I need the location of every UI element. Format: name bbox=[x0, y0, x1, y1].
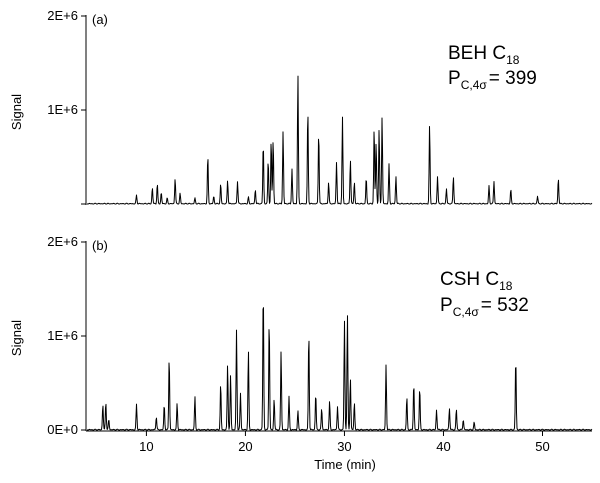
panel-b-xtick-label: 20 bbox=[238, 439, 252, 454]
panel-a-ytick-label: 2E+6 bbox=[47, 8, 78, 23]
column-name: BEH C bbox=[448, 43, 506, 64]
panel-b-ytick-label: 1E+6 bbox=[47, 328, 78, 343]
svg-text:BEH C18: BEH C18 bbox=[448, 43, 520, 67]
peak-capacity-symbol: P bbox=[448, 68, 461, 89]
svg-text:PC,4σ= 399: PC,4σ = 399 bbox=[448, 68, 537, 92]
panel-b-label: (b) bbox=[92, 238, 108, 253]
panel-b-y-axis-label: Signal bbox=[9, 320, 24, 356]
panel-a-label: (a) bbox=[92, 12, 108, 27]
svg-text:CSH C18: CSH C18 bbox=[440, 269, 513, 293]
column-name-subscript: 18 bbox=[506, 53, 520, 67]
panel-b-ytick-label: 0E+0 bbox=[47, 422, 78, 437]
panel-b-xtick-label: 30 bbox=[337, 439, 351, 454]
panel-a-annotation: BEH C18 PC,4σ = 399 bbox=[448, 43, 537, 92]
panel-b-xtick-label: 10 bbox=[139, 439, 153, 454]
panel-b: 2E+6 1E+6 0E+0 Signal (b) 10 20 30 40 50 Tim… bbox=[9, 234, 593, 472]
panel-b-xtick-label: 50 bbox=[535, 439, 549, 454]
column-name: CSH C bbox=[440, 269, 499, 290]
panel-a: 2E+6 1E+6 Signal (a) BEH C18 PC,4σ = 399 bbox=[9, 8, 593, 205]
panel-b-annotation: CSH C18 PC,4σ = 532 bbox=[440, 269, 529, 319]
panel-b-x-axis-label: Time (min) bbox=[314, 457, 376, 472]
peak-capacity-subscript: C,4σ bbox=[461, 78, 488, 92]
panel-b-ytick-label: 2E+6 bbox=[47, 234, 78, 249]
panel-a-ytick-label: 1E+6 bbox=[47, 102, 78, 117]
panel-b-chromatogram-trace bbox=[86, 307, 593, 431]
peak-capacity-subscript: C,4σ bbox=[453, 305, 480, 319]
peak-capacity-symbol: P bbox=[440, 295, 453, 316]
peak-capacity-value: = 532 bbox=[481, 295, 529, 316]
peak-capacity-value: = 399 bbox=[489, 68, 537, 89]
panel-b-x-ticks: 10 20 30 40 50 bbox=[139, 431, 550, 454]
panel-a-chromatogram-trace bbox=[86, 75, 593, 205]
panel-b-xtick-label: 40 bbox=[436, 439, 450, 454]
panel-a-y-axis-label: Signal bbox=[9, 94, 24, 130]
column-name-subscript: 18 bbox=[499, 279, 513, 293]
svg-text:PC,4σ= 532: PC,4σ = 532 bbox=[440, 295, 529, 319]
